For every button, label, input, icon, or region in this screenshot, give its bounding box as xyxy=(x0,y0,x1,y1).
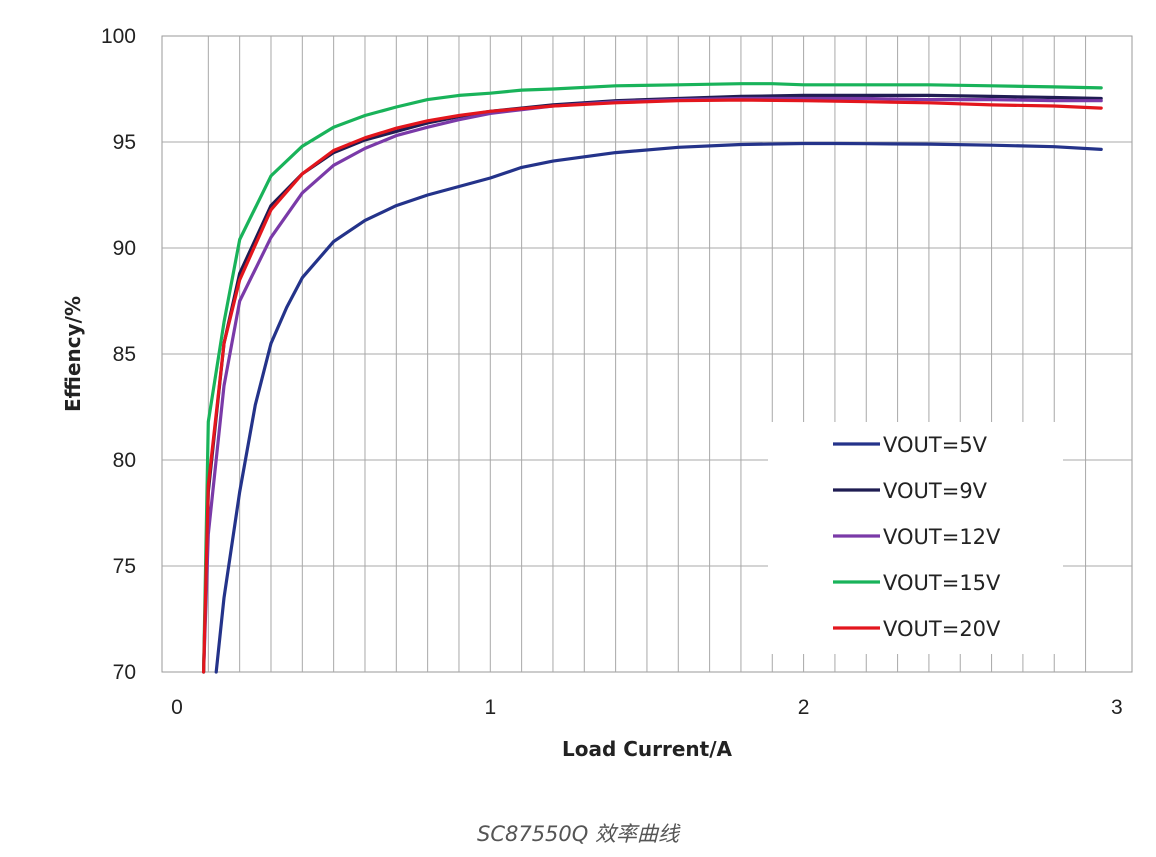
y-tick-label: 80 xyxy=(113,449,136,472)
axis-ticks: 70 75 80 85 90 95 100 0 1 2 3 xyxy=(101,25,1123,719)
series-lines xyxy=(202,82,1103,674)
efficiency-chart: 70 75 80 85 90 95 100 0 1 2 3 VOUT=5V VOUT=9V VOUT=1… xyxy=(61,25,1133,761)
x-axis-title: Load Current/A xyxy=(562,737,733,761)
y-tick-label: 90 xyxy=(113,237,136,260)
legend-label: VOUT=20V xyxy=(883,617,1001,641)
legend-label: VOUT=15V xyxy=(883,571,1001,595)
legend-box xyxy=(768,422,1063,654)
series-line xyxy=(202,82,1103,674)
x-tick-label: 3 xyxy=(1111,696,1123,719)
y-tick-label: 70 xyxy=(113,661,136,684)
x-tick-label: 0 xyxy=(171,696,183,719)
series-line xyxy=(202,98,1103,674)
y-tick-label: 75 xyxy=(113,555,136,578)
series-line xyxy=(214,141,1103,674)
x-tick-label: 1 xyxy=(484,696,496,719)
series-line xyxy=(202,96,1103,674)
legend-label: VOUT=9V xyxy=(883,479,988,503)
chart-caption: SC87550Q 效率曲线 xyxy=(476,822,679,846)
legend-label: VOUT=12V xyxy=(883,525,1001,549)
legend-label: VOUT=5V xyxy=(883,433,988,457)
y-tick-label: 85 xyxy=(113,343,136,366)
y-tick-label: 95 xyxy=(113,131,136,154)
y-tick-label: 100 xyxy=(101,25,136,48)
x-tick-label: 2 xyxy=(798,696,810,719)
legend: VOUT=5V VOUT=9V VOUT=12V VOUT=15V VOUT=20V xyxy=(768,422,1063,654)
y-axis-title: Effiency/% xyxy=(61,296,85,412)
